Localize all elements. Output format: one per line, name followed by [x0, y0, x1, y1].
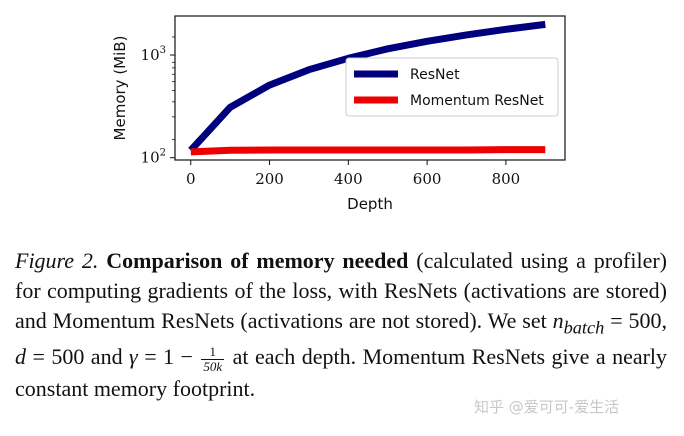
y-axis-ticks: 102 103 — [141, 36, 175, 167]
x-tick-label: 0 — [186, 170, 196, 188]
x-axis-ticks: 0 200 400 600 800 — [186, 160, 520, 188]
caption-text-1: (calculated using a profiler) for comput… — [15, 248, 668, 333]
caption-frac-num: 1 — [201, 344, 225, 360]
legend-entry-label: ResNet — [410, 67, 460, 83]
series-line — [190, 146, 546, 156]
caption-eq-3: = 1 − — [144, 344, 193, 370]
caption-frac-den: 50k — [203, 358, 223, 374]
x-tick-label: 200 — [255, 170, 284, 188]
figure-caption: Figure 2. Comparison of memory needed (c… — [15, 246, 667, 404]
legend-box — [345, 57, 559, 117]
caption-fraction: 1 50k — [201, 344, 225, 374]
plot-frame — [174, 15, 566, 161]
y-tick-label: 103 — [141, 45, 166, 64]
caption-figure-label: Figure 2. — [15, 248, 99, 273]
x-tick-label: 600 — [413, 170, 442, 188]
watermark: 知乎 @爱可可-爱生活 — [474, 398, 620, 416]
series-line — [188, 20, 546, 153]
x-axis-label: Depth — [347, 195, 393, 213]
caption-bold-title: Comparison of memory needed — [106, 248, 409, 273]
caption-text-2: at each depth. Momentum ResNets give a n… — [15, 344, 668, 401]
legend: ResNet Momentum ResNet — [345, 57, 559, 117]
y-tick-label: 102 — [141, 148, 166, 167]
y-axis-label: Memory (MiB) — [111, 36, 129, 141]
caption-eq-2: = 500 and — [32, 344, 123, 370]
caption-d-var: d — [15, 344, 26, 370]
caption-n-sub: batch — [563, 317, 605, 338]
x-tick-label: 400 — [334, 170, 363, 188]
caption-gamma-var: γ — [129, 344, 138, 370]
x-tick-label: 800 — [492, 170, 521, 188]
memory-chart: 0 200 400 600 800 102 103 ResNet Momentum ResN… — [111, 15, 566, 213]
caption-eq-1: = 500, — [610, 308, 667, 333]
caption-n-var: n — [552, 308, 564, 333]
legend-entry-label: Momentum ResNet — [410, 93, 544, 109]
series-lines — [188, 20, 546, 156]
